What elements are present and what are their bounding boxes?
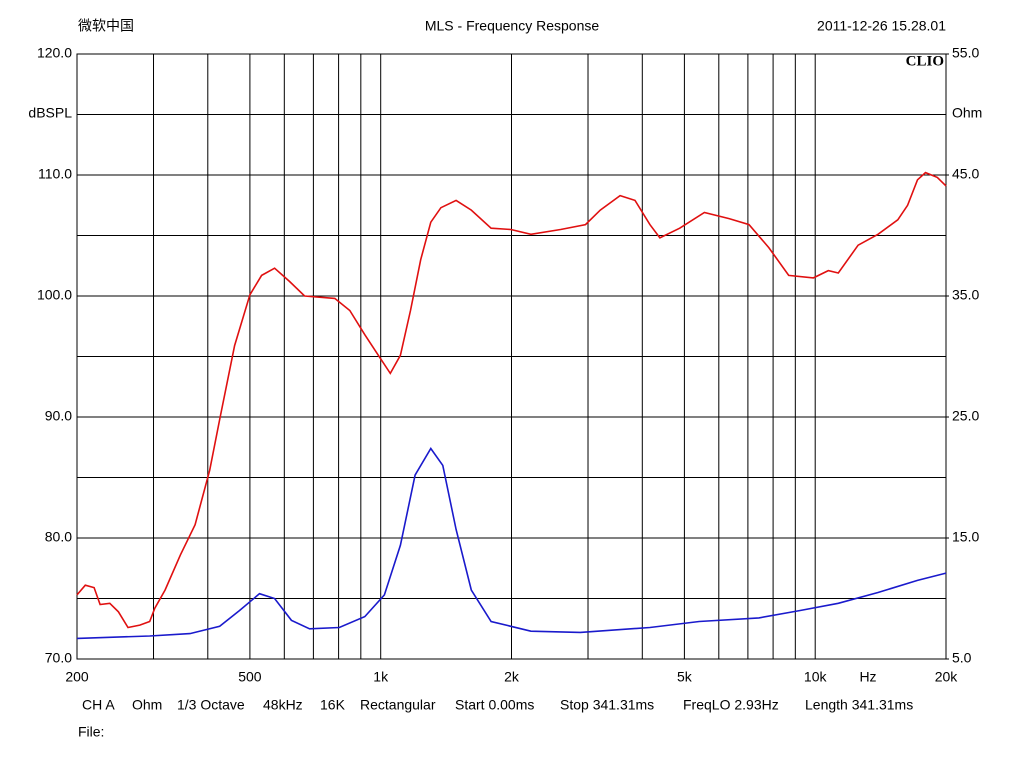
x-tick-label: 500 [238, 669, 262, 685]
y2-tick-label: 25.0 [952, 408, 979, 424]
chart-title: MLS - Frequency Response [425, 18, 600, 34]
series-line [76, 447, 947, 640]
footer-item: CH A [82, 697, 115, 713]
footer-item: Ohm [132, 697, 162, 713]
logo: CLIO [906, 53, 944, 69]
y-tick-label: 90.0 [45, 408, 72, 424]
date: 2011-12-26 15.28.01 [817, 18, 946, 34]
footer-item: 1/3 Octave [177, 697, 245, 713]
y-tick-label: 70.0 [45, 650, 72, 666]
footer-item: FreqLO 2.93Hz [683, 697, 779, 713]
footer-item: Rectangular [360, 697, 436, 713]
x-tick-label: 10k [804, 669, 828, 685]
footer-item: Start 0.00ms [455, 697, 534, 713]
x-tick-label: 200 [65, 669, 89, 685]
y-axis-label: dBSPL [28, 105, 72, 121]
y-tick-label: 100.0 [37, 287, 72, 303]
x-tick-label: 5k [677, 669, 693, 685]
footer-item: 48kHz [263, 697, 303, 713]
x-tick-label: 20k [935, 669, 959, 685]
file-label: File: [78, 724, 104, 740]
plot-frame [76, 53, 947, 660]
brand: 微软中国 [78, 18, 134, 34]
x-tick-label: 2k [504, 669, 520, 685]
footer-item: Length 341.31ms [805, 697, 913, 713]
y2-tick-label: 45.0 [952, 166, 979, 182]
y2-tick-label: 35.0 [952, 287, 979, 303]
footer-item: 16K [320, 697, 346, 713]
y-tick-label: 110.0 [38, 166, 72, 182]
y2-tick-label: 55.0 [952, 45, 979, 61]
x-unit: Hz [859, 669, 876, 685]
y2-tick-label: 15.0 [952, 529, 979, 545]
series-line [76, 171, 947, 629]
x-tick-label: 1k [373, 669, 389, 685]
y-tick-label: 120.0 [37, 45, 72, 61]
y2-axis-label: Ohm [952, 105, 982, 121]
y-tick-label: 80.0 [45, 529, 72, 545]
footer-item: Stop 341.31ms [560, 697, 654, 713]
y2-tick-label: 5.0 [952, 650, 972, 666]
